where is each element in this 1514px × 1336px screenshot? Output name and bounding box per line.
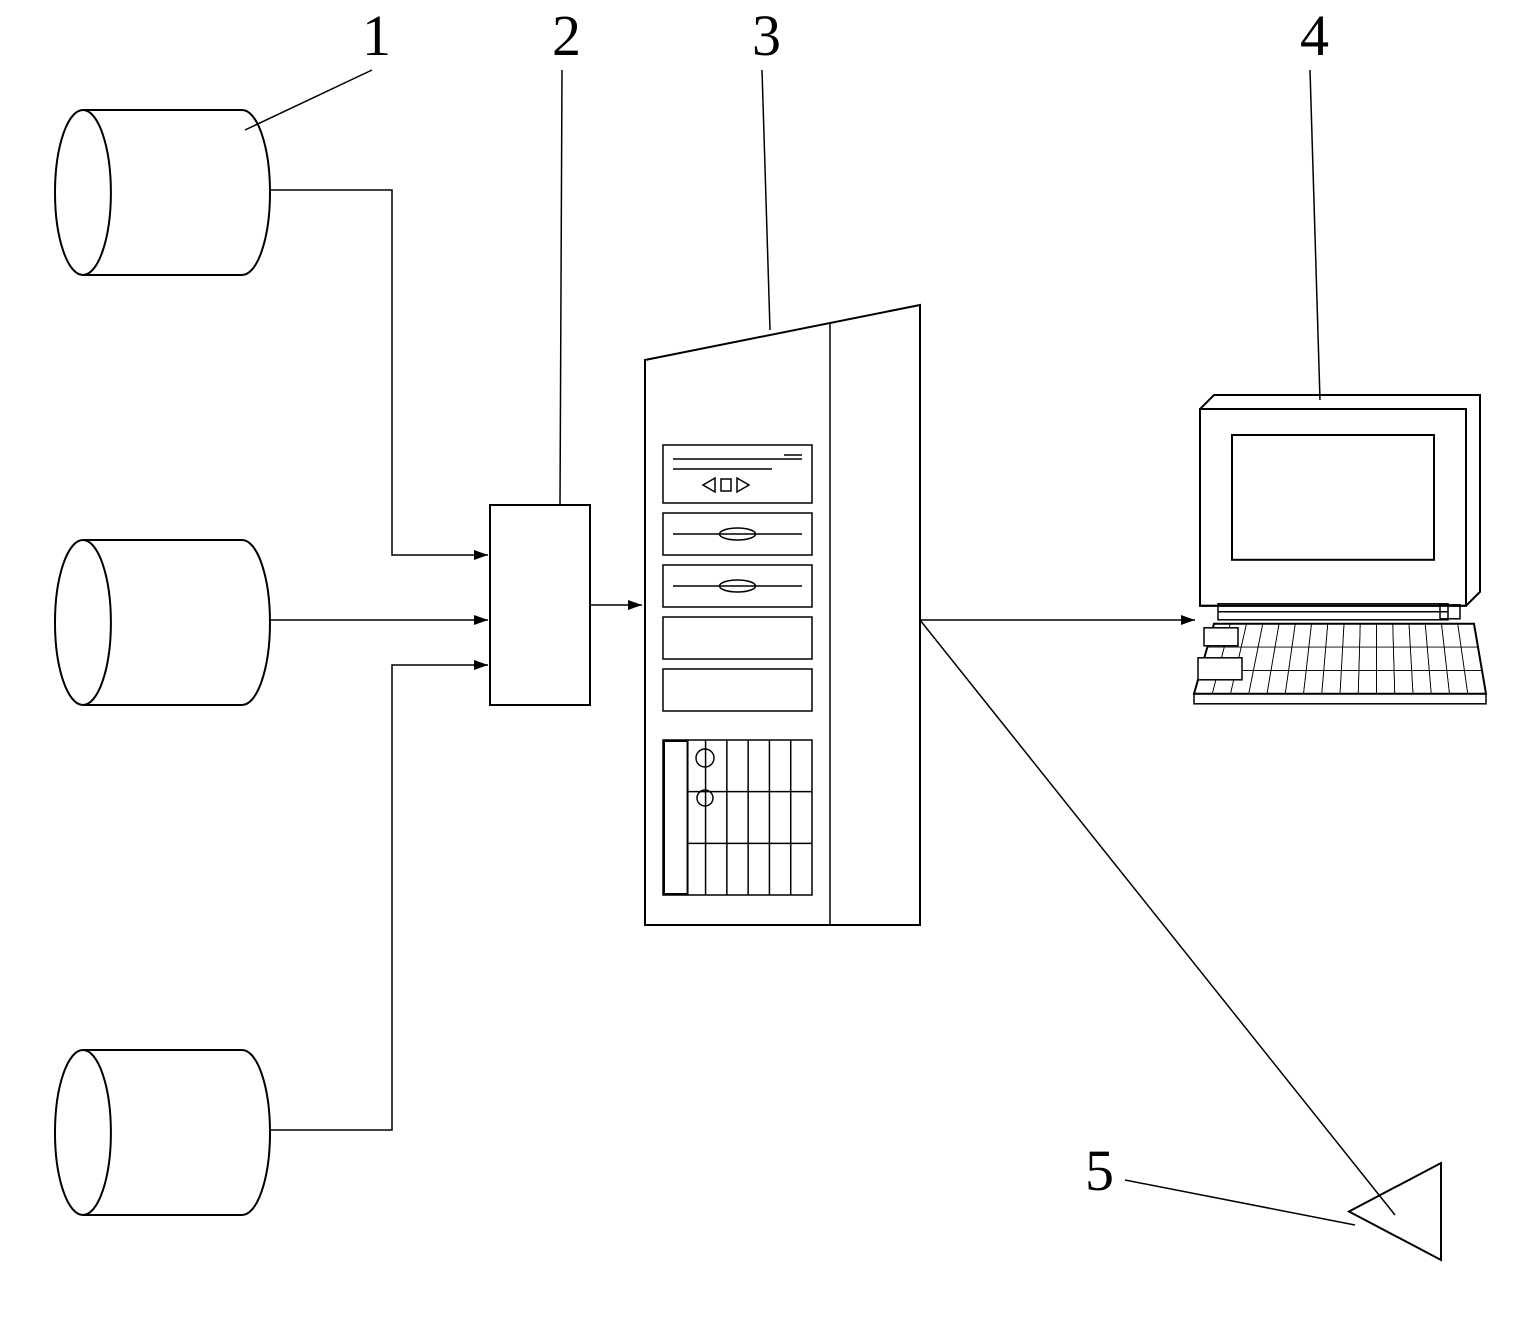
hub (490, 505, 590, 705)
leader-line-4 (1310, 70, 1320, 400)
callout-label-3: 3 (752, 3, 781, 68)
callout-label-2: 2 (552, 3, 581, 68)
leader-line-2 (560, 70, 562, 505)
leader-line-1 (245, 70, 372, 130)
callout-label-4: 4 (1300, 3, 1329, 68)
antenna-icon (1349, 1163, 1441, 1260)
leader-line-5 (1125, 1180, 1355, 1225)
database-cylinder-cyl-top (55, 110, 270, 275)
server-tower (645, 305, 920, 925)
pc-terminal (1194, 395, 1486, 704)
callout-label-5: 5 (1085, 1138, 1114, 1203)
database-cylinder-cyl-bottom (55, 1050, 270, 1215)
callout-label-1: 1 (362, 3, 391, 68)
leader-line-3 (762, 70, 770, 330)
database-cylinder-cyl-mid (55, 540, 270, 705)
